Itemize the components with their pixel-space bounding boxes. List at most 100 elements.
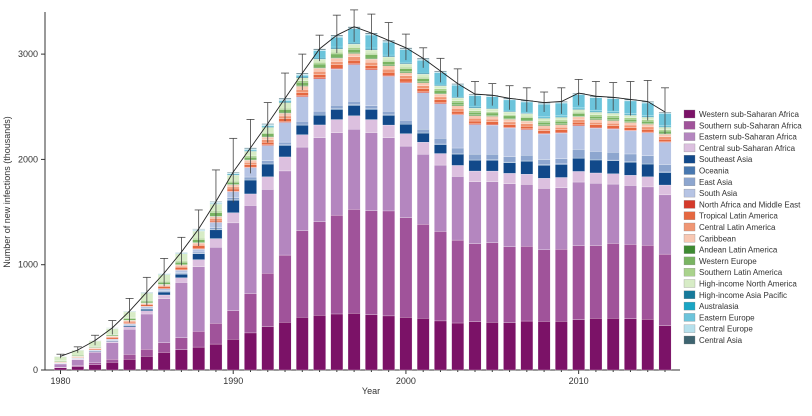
bar-segment bbox=[659, 165, 671, 172]
bar-segment bbox=[348, 105, 360, 106]
bar-segment bbox=[538, 178, 550, 188]
bar-segment bbox=[175, 338, 187, 350]
bar-segment bbox=[365, 315, 377, 370]
bar-segment bbox=[331, 57, 343, 58]
bar-segment bbox=[123, 359, 135, 370]
bar-segment bbox=[521, 121, 533, 124]
legend-swatch bbox=[684, 246, 695, 254]
bar-segment bbox=[607, 121, 619, 124]
bar-segment bbox=[331, 105, 343, 108]
bar-segment bbox=[383, 76, 395, 111]
bar-segment bbox=[383, 116, 395, 126]
bar-segment bbox=[607, 184, 619, 243]
bar-segment bbox=[486, 154, 498, 159]
bar-segment bbox=[642, 319, 654, 370]
y-axis-label: Number of new infections (thousands) bbox=[2, 116, 12, 268]
bar-segment bbox=[417, 79, 429, 82]
bar-segment bbox=[469, 322, 481, 370]
bar-segment bbox=[175, 350, 187, 370]
legend-swatch bbox=[684, 268, 695, 276]
bar-segment bbox=[313, 62, 325, 64]
bar-segment bbox=[642, 245, 654, 319]
bar-segment bbox=[365, 62, 377, 65]
bar-segment bbox=[175, 274, 187, 278]
legend-label: North Africa and Middle East bbox=[699, 200, 801, 209]
bar-segment bbox=[417, 142, 429, 154]
bar-segment bbox=[348, 53, 360, 54]
bar-segment bbox=[521, 155, 533, 160]
bar-segment bbox=[642, 187, 654, 245]
legend-label: Southern sub-Saharan Africa bbox=[699, 121, 802, 130]
bar-segment bbox=[383, 72, 395, 75]
bar-segment bbox=[106, 343, 118, 359]
legend-swatch bbox=[684, 155, 695, 163]
bar-segment bbox=[573, 122, 585, 125]
bar-segment bbox=[141, 307, 153, 309]
bar-segment bbox=[590, 116, 602, 119]
bar-segment bbox=[452, 106, 464, 109]
bar-segment bbox=[659, 195, 671, 254]
bar-segment bbox=[434, 86, 446, 89]
bar-segment bbox=[400, 64, 412, 67]
bar-segment bbox=[400, 69, 412, 72]
bar-segment bbox=[400, 73, 412, 76]
legend-swatch bbox=[684, 223, 695, 231]
bar-segment bbox=[313, 78, 325, 79]
bar-segment bbox=[400, 79, 412, 82]
bar-segment bbox=[89, 352, 101, 363]
bar-segment bbox=[486, 116, 498, 119]
bar-segment bbox=[590, 120, 602, 123]
bar-segment bbox=[642, 177, 654, 187]
bar-segment bbox=[313, 111, 325, 114]
bar-segment bbox=[659, 254, 671, 326]
bar-segment bbox=[521, 124, 533, 127]
bar-segment bbox=[521, 184, 533, 246]
bar-segment bbox=[106, 336, 118, 337]
bar-segment bbox=[538, 118, 550, 121]
bar-segment bbox=[607, 129, 619, 152]
bar-segment bbox=[555, 321, 567, 370]
bar-segment bbox=[486, 182, 498, 243]
bar-segment bbox=[313, 138, 325, 222]
bar-segment bbox=[279, 122, 291, 123]
bars bbox=[54, 27, 671, 370]
bar-segment bbox=[417, 73, 429, 74]
bar-segment bbox=[538, 126, 550, 129]
bar-segment bbox=[262, 164, 274, 177]
bar-segment bbox=[434, 100, 446, 103]
bar-segment bbox=[573, 320, 585, 370]
y-tick-label: 3000 bbox=[18, 49, 38, 59]
bar-segment bbox=[452, 176, 464, 240]
bar-segment bbox=[469, 160, 481, 171]
bar-segment bbox=[244, 206, 256, 294]
bar-segment bbox=[106, 341, 118, 342]
bar-segment bbox=[434, 104, 446, 139]
bar-segment bbox=[434, 144, 446, 145]
bar-segment bbox=[486, 113, 498, 116]
bar-segment bbox=[417, 92, 429, 93]
bar-segment bbox=[417, 74, 429, 77]
bar-segment bbox=[296, 125, 308, 134]
bar-segment bbox=[175, 270, 187, 272]
bar-segment bbox=[262, 273, 274, 326]
bar-segment bbox=[400, 317, 412, 370]
bar-segment bbox=[607, 120, 619, 121]
bar-segment bbox=[417, 93, 429, 129]
bar-segment bbox=[573, 117, 585, 120]
bar-segment bbox=[227, 223, 239, 311]
bar-segment bbox=[590, 246, 602, 319]
x-tick-label: 2000 bbox=[396, 376, 416, 386]
bar-segment bbox=[452, 98, 464, 101]
bar-segment bbox=[89, 349, 101, 350]
legend-swatch bbox=[684, 133, 695, 141]
bar-segment bbox=[434, 103, 446, 104]
bar-segment bbox=[469, 112, 481, 115]
bar-segment bbox=[400, 146, 412, 218]
bar-segment bbox=[400, 82, 412, 83]
bar-segment bbox=[400, 120, 412, 123]
bar-segment bbox=[348, 42, 360, 43]
bar-segment bbox=[555, 249, 567, 321]
bar-segment bbox=[555, 120, 567, 121]
bar-segment bbox=[486, 125, 498, 154]
bar-segment bbox=[193, 331, 205, 347]
